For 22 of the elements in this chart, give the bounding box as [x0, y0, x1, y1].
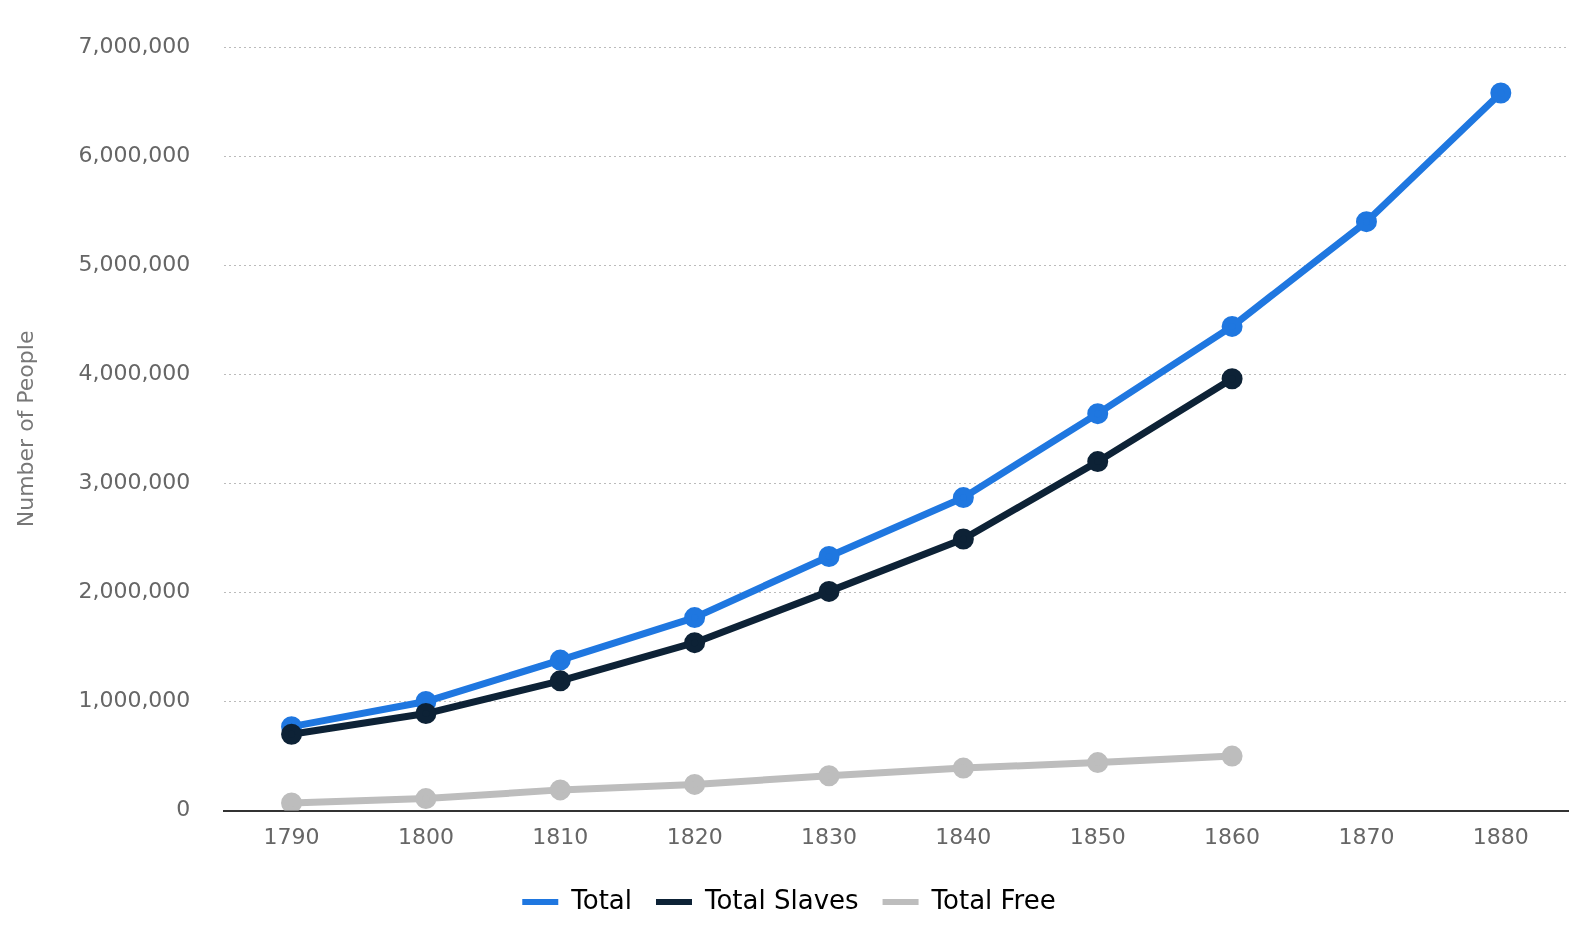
x-tick-label: 1850	[1069, 823, 1126, 849]
x-tick-label: 1830	[801, 823, 857, 849]
y-tick-label: 2,000,000	[78, 578, 191, 604]
x-tick-label: 1840	[935, 823, 992, 849]
y-tick-label: 1,000,000	[78, 687, 191, 713]
x-tick-label: 1870	[1338, 823, 1395, 849]
x-tick-label: 1790	[263, 823, 320, 849]
x-tick-label: 1810	[532, 823, 589, 849]
legend-label: Total Free	[930, 884, 1056, 915]
y-tick-label: 4,000,000	[78, 360, 191, 386]
y-tick-label: 0	[176, 796, 191, 822]
y-tick-label: 5,000,000	[78, 251, 191, 277]
y-axis-title: Number of People	[12, 330, 38, 528]
x-tick-label: 1820	[666, 823, 723, 849]
x-tick-label: 1880	[1472, 823, 1529, 849]
x-tick-label: 1860	[1204, 823, 1261, 849]
y-tick-label: 3,000,000	[78, 469, 191, 495]
y-tick-label: 7,000,000	[78, 32, 191, 58]
legend-label: Total	[570, 884, 633, 915]
y-tick-label: 6,000,000	[78, 141, 191, 167]
legend-label: Total Slaves	[703, 884, 859, 915]
x-tick-label: 1800	[397, 823, 454, 849]
